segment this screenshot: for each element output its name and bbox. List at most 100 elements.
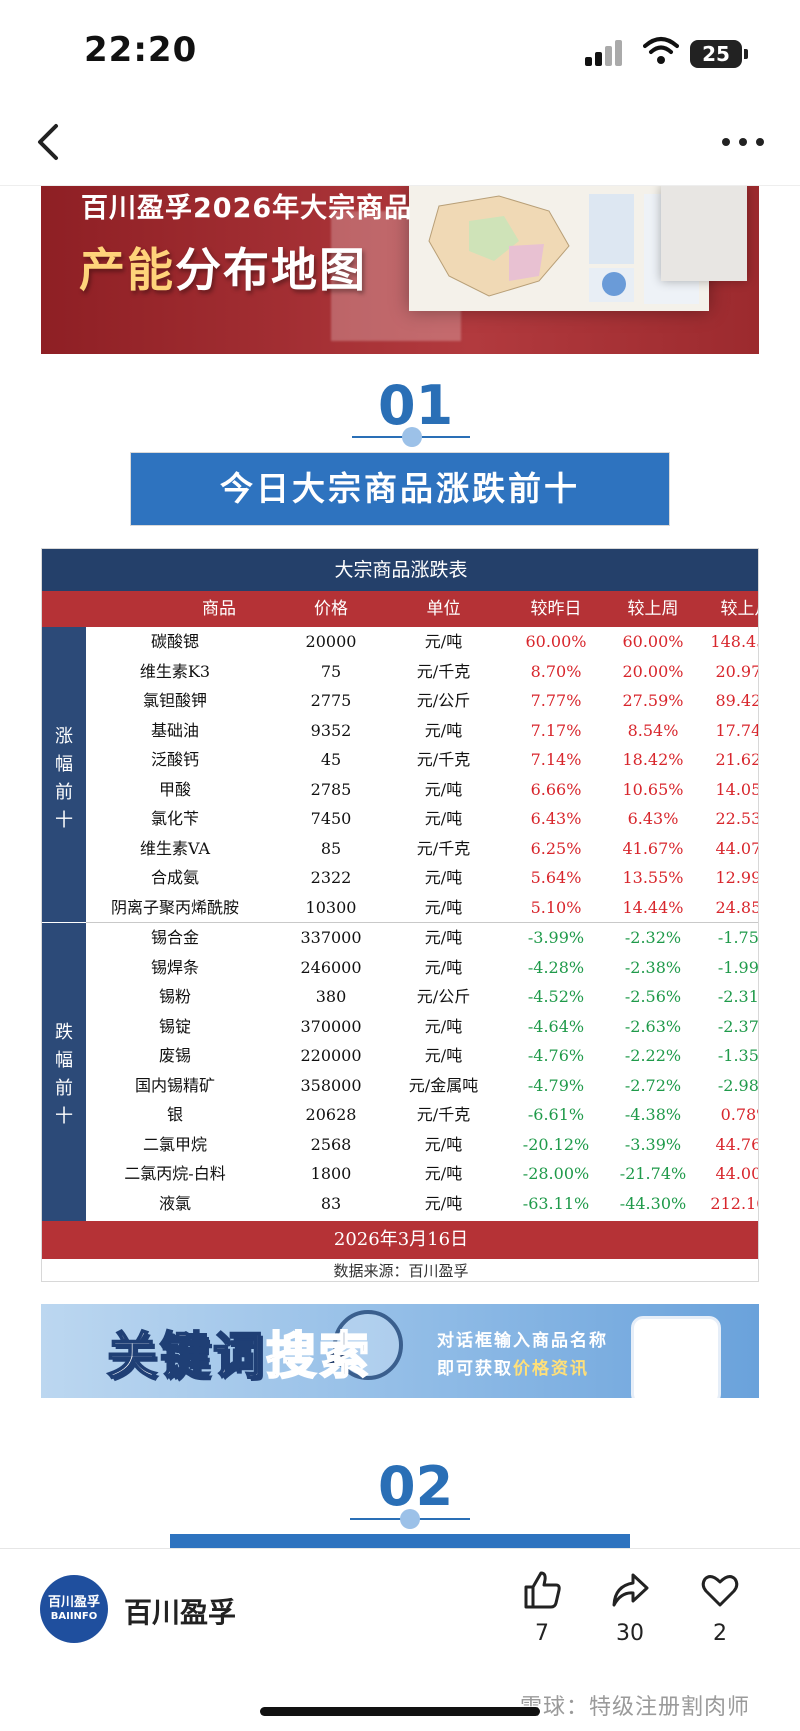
favorite-button[interactable]: 2 [690,1569,750,1646]
table-row: 锡粉 380 元/公斤 -4.52% -2.56% -2.31% [86,982,759,1012]
search-banner-title-b: 搜索 [265,1326,372,1386]
change-day-cell: -4.64% [527,1016,585,1036]
unit-cell: 元/金属吨 [408,1075,479,1095]
change-month-cell: 44.07% [715,838,758,858]
price-cell: 20628 [305,1105,357,1124]
table-row: 二氯丙烷-白料 1800 元/吨 -28.00% -21.74% 44.00% [86,1159,758,1189]
unit-cell: 元/千克 [416,838,471,858]
table-title: 大宗商品涨跌表 [42,549,758,591]
share-button[interactable]: 30 [600,1569,660,1646]
unit-cell: 元/千克 [416,750,471,769]
commodity-name: 碳酸锶 [150,632,199,651]
commodity-name: 阴离子聚丙烯酰胺 [110,897,239,917]
commodity-name: 锡焊条 [150,957,199,977]
table-row: 基础油 9352 元/吨 7.17% 8.54% 17.74% [86,716,758,746]
status-bar: 22:20 25 [0,0,800,100]
search-banner-title-a: 关键词 [106,1326,266,1386]
table-row: 甲酸 2785 元/吨 6.66% 10.65% 14.05% [86,775,758,805]
change-day-cell: 8.70% [530,661,582,681]
change-week-cell: 13.55% [622,868,684,887]
search-banner-line2-a: 即可获取 [437,1359,513,1379]
section-title-2-bar [170,1534,630,1548]
change-week-cell: -2.32% [624,928,682,947]
commodity-name: 银 [166,1105,183,1124]
commodity-name: 维生素VA [139,838,211,858]
table-row: 锡焊条 246000 元/吨 -4.28% -2.38% -1.99% [86,953,758,983]
price-cell: 9352 [310,720,352,740]
unit-cell: 元/吨 [424,1193,463,1213]
section-title: 今日大宗商品涨跌前十 [131,453,669,525]
change-day-cell: -6.61% [527,1105,585,1124]
phone-illustration [631,1316,721,1398]
change-month-cell: 24.85% [715,897,758,917]
price-cell: 246000 [300,957,362,977]
group-label-down: 跌幅前十 [42,923,86,1221]
table-row: 液氯 83 元/吨 -63.11% -44.30% 212.16% [86,1189,758,1219]
change-month-cell: -2.31% [717,987,759,1006]
change-week-cell: -4.38% [624,1105,682,1124]
header-price: 价格 [314,599,348,619]
price-cell: 380 [315,987,347,1006]
change-day-cell: 6.43% [530,809,582,828]
banner-title: 百川盈孚2026年大宗商品 [81,193,413,224]
capacity-map-banner[interactable]: 百川盈孚2026年大宗商品 产能分布地图 [41,186,759,354]
unit-cell: 元/吨 [424,1046,463,1065]
commodity-name: 基础油 [150,720,199,740]
unit-cell: 元/公斤 [416,987,471,1006]
watermark: 雪球：特级注册割肉师 [520,1695,751,1720]
nav-bar [0,100,800,186]
change-day-cell: -4.76% [527,1046,585,1065]
back-icon[interactable] [30,120,70,164]
unit-cell: 元/吨 [424,720,463,740]
change-day-cell: -4.28% [527,957,585,977]
change-day-cell: 60.00% [525,632,587,651]
commodity-name: 合成氨 [150,868,199,887]
banner-subtitle-rest: 分布地图 [175,243,367,297]
unit-cell: 元/吨 [424,779,463,799]
banner-subtitle: 产能分布地图 [79,234,367,300]
commodity-name: 锡合金 [150,928,199,947]
change-month-cell: -2.98% [717,1075,759,1095]
unit-cell: 元/吨 [424,928,463,947]
home-indicator[interactable] [260,1707,540,1716]
section-number-2: 02 [378,1455,454,1518]
change-month-cell: 12.99% [715,868,758,887]
commodity-name: 国内锡精矿 [134,1075,215,1095]
signal-icon [585,40,625,66]
unit-cell: 元/吨 [424,957,463,977]
change-week-cell: -2.56% [624,987,682,1006]
banner-subtitle-accent: 产能 [79,243,175,297]
like-icon [524,1571,561,1609]
price-cell: 370000 [300,1016,362,1036]
price-cell: 20000 [305,632,357,651]
change-month-cell: -2.37% [717,1016,759,1036]
unit-cell: 元/千克 [416,661,471,681]
price-cell: 220000 [300,1046,362,1065]
like-button[interactable]: 7 [512,1569,572,1646]
header-day: 较昨日 [530,599,582,619]
change-week-cell: -21.74% [619,1164,687,1183]
change-week-cell: 41.67% [622,838,684,858]
unit-cell: 元/吨 [424,632,463,651]
table-row: 阴离子聚丙烯酰胺 10300 元/吨 5.10% 14.44% 24.85% [86,893,758,923]
bottom-bar: 百川盈孚 BAIINFO 百川盈孚 7 30 2 雪球：特级注册割肉师 [0,1548,800,1731]
header-name: 商品 [202,599,236,619]
price-cell: 10300 [305,897,357,917]
unit-cell: 元/吨 [424,809,463,828]
change-week-cell: 27.59% [622,691,684,710]
author-name[interactable]: 百川盈孚 [124,1596,237,1629]
group-label-up-text: 涨幅前十 [55,726,73,831]
change-day-cell: -63.11% [522,1193,590,1213]
price-cell: 2785 [310,779,352,799]
table-row: 锡锭 370000 元/吨 -4.64% -2.63% -2.37% [86,1012,759,1042]
header-week: 较上周 [627,599,679,619]
group-separator [86,922,758,923]
change-month-cell: 14.05% [715,779,758,799]
unit-cell: 元/吨 [424,1016,463,1036]
keyword-search-banner[interactable]: 关键词搜索 对话框输入商品名称 即可获取价格资讯 [41,1304,759,1398]
unit-cell: 元/吨 [424,897,463,917]
avatar[interactable]: 百川盈孚 BAIINFO [40,1575,108,1643]
change-week-cell: 14.44% [622,897,684,917]
more-icon[interactable] [722,138,766,148]
share-count: 30 [616,1621,644,1646]
